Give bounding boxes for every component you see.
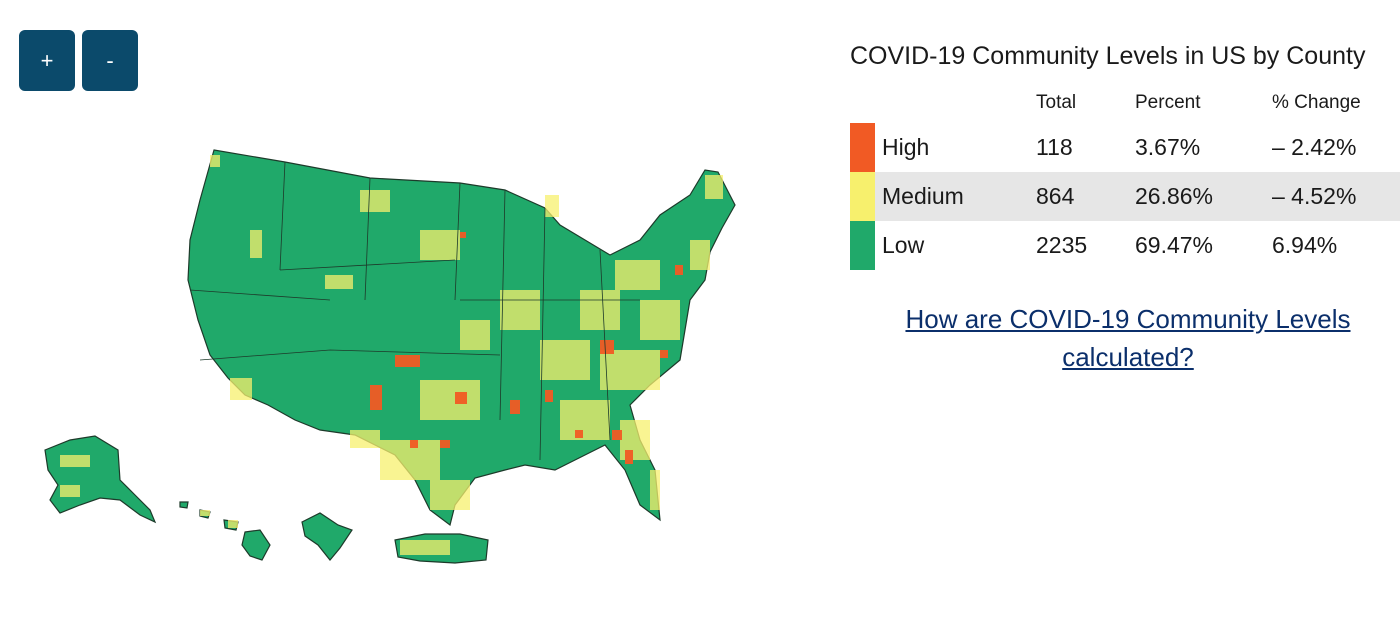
legend-title: COVID-19 Community Levels in US by Count…	[850, 42, 1366, 70]
high-county-patch	[410, 440, 418, 448]
level-label: Low	[882, 232, 925, 258]
high-county-patch	[575, 430, 583, 438]
medium-county-patch	[640, 300, 680, 340]
medium-county-patch	[615, 260, 660, 290]
high-county-patch	[545, 390, 553, 402]
medium-county-patch	[650, 470, 660, 510]
medium-county-patch	[400, 540, 450, 555]
total-value: 118	[1036, 134, 1073, 160]
change-value: – 2.42%	[1272, 134, 1357, 160]
us-county-map[interactable]	[0, 0, 840, 624]
column-header-change: % Change	[1272, 92, 1361, 113]
medium-county-patch	[200, 510, 210, 516]
medium-county-patch	[228, 520, 238, 528]
high-county-patch	[460, 232, 466, 238]
hawaii-kauai[interactable]	[179, 501, 189, 509]
high-county-patch	[600, 340, 614, 354]
high-county-patch	[370, 385, 382, 410]
level-label: High	[882, 134, 930, 160]
medium-county-patch	[540, 340, 590, 380]
high-county-patch	[440, 440, 450, 448]
medium-county-patch	[560, 400, 610, 440]
medium-county-patch	[580, 290, 620, 330]
change-value: – 4.52%	[1272, 183, 1357, 209]
legend-panel: COVID-19 Community Levels in US by Count…	[846, 42, 1400, 270]
medium-county-patch	[460, 320, 490, 350]
medium-county-patch	[60, 485, 80, 497]
medium-county-patch	[620, 420, 650, 460]
medium-county-patch	[60, 455, 90, 467]
medium-county-patch	[690, 240, 710, 270]
medium-county-patch	[250, 230, 262, 258]
legend-row-medium: Medium 864 26.86% – 4.52%	[850, 172, 1400, 221]
low-swatch	[850, 221, 875, 270]
legend-row-high: High 118 3.67% – 2.42%	[850, 123, 1400, 172]
medium-swatch	[850, 172, 875, 221]
medium-county-patch	[230, 378, 252, 400]
territory-island[interactable]	[301, 512, 353, 561]
medium-county-patch	[325, 275, 353, 289]
medium-county-patch	[360, 190, 390, 212]
high-county-patch	[660, 350, 668, 358]
zoom-out-button[interactable]: -	[82, 30, 138, 91]
change-value: 6.94%	[1272, 232, 1338, 258]
alaska[interactable]	[44, 435, 157, 524]
medium-county-patch	[430, 480, 470, 510]
medium-county-patch	[210, 155, 220, 167]
high-county-patch	[675, 265, 683, 275]
total-value: 864	[1036, 183, 1075, 209]
medium-county-patch	[545, 195, 559, 217]
medium-county-patch	[500, 290, 540, 330]
high-county-patch	[395, 355, 420, 367]
medium-county-patch	[420, 380, 480, 420]
community-levels-info-link[interactable]: How are COVID-19 Community Levels calcul…	[905, 304, 1351, 372]
column-header-percent: Percent	[1135, 92, 1201, 113]
percent-value: 26.86%	[1135, 183, 1214, 209]
percent-value: 3.67%	[1135, 134, 1201, 160]
total-value: 2235	[1036, 232, 1088, 258]
high-swatch	[850, 123, 875, 172]
medium-county-patch	[600, 350, 660, 390]
level-label: Medium	[882, 183, 964, 209]
county-patches	[60, 155, 723, 555]
high-county-patch	[612, 430, 622, 440]
high-county-patch	[625, 450, 633, 464]
high-county-patch	[455, 392, 467, 404]
hawaii-big-island[interactable]	[241, 529, 271, 561]
zoom-in-button[interactable]: +	[19, 30, 75, 91]
state-borders	[189, 161, 640, 461]
column-header-total: Total	[1036, 92, 1077, 113]
medium-county-patch	[350, 430, 380, 448]
medium-county-patch	[705, 175, 723, 199]
percent-value: 69.47%	[1135, 232, 1214, 258]
high-county-patch	[510, 400, 520, 414]
medium-county-patch	[420, 230, 460, 260]
legend-row-low: Low 2235 69.47% 6.94%	[850, 221, 1400, 270]
